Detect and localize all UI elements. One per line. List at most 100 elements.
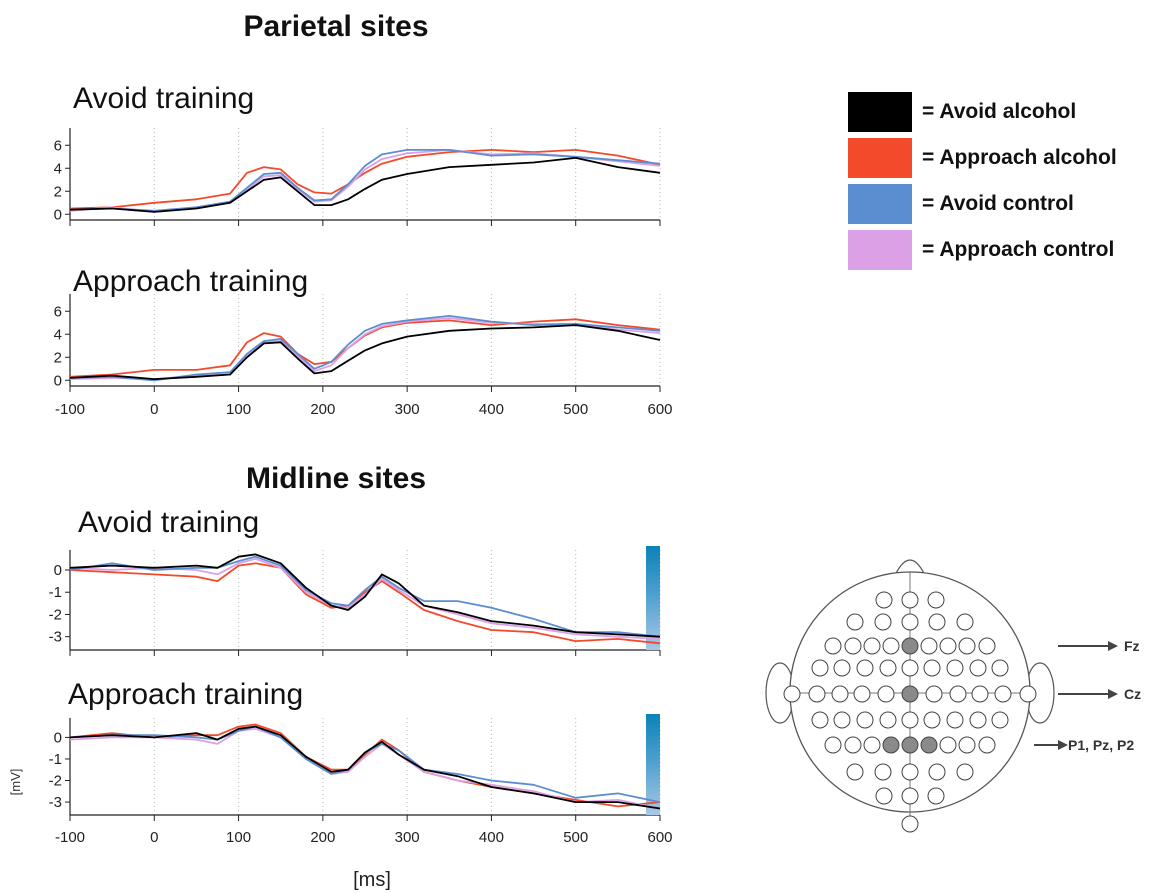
electrode-highlighted: [882, 736, 900, 754]
series-line-approach-control: [69, 558, 661, 640]
series-line-avoid-alcohol: [69, 156, 661, 213]
legend-label: = Approach alcohol: [922, 146, 1117, 169]
electrode: [901, 815, 919, 833]
panel-title: Avoid training: [73, 82, 254, 115]
electrode-highlighted: [901, 736, 919, 754]
electrode: [956, 613, 974, 631]
x-tick-label: 300: [395, 829, 420, 846]
electrode: [833, 659, 851, 677]
legend-label: = Avoid alcohol: [922, 100, 1077, 123]
electrode: [923, 659, 941, 677]
electrode: [928, 763, 946, 781]
annotation-cz: Cz: [1058, 686, 1141, 702]
series-line-avoid-alcohol: [69, 324, 661, 381]
electrode-head-map: [765, 559, 1055, 833]
electrode: [875, 591, 893, 609]
electrode: [901, 763, 919, 781]
panel-title: Approach training: [68, 678, 303, 711]
legend-item-avoid-alcohol: = Avoid alcohol: [848, 92, 1148, 134]
electrode: [969, 711, 987, 729]
electrode: [928, 613, 946, 631]
electrode: [958, 637, 976, 655]
svg-text:Fz: Fz: [1124, 638, 1140, 654]
panel-title: Avoid training: [78, 506, 259, 539]
y-tick-label: -3: [49, 794, 62, 811]
chart-panels: Avoid training 0 2 4 6 Approach training 0 2 4 6 -…: [49, 82, 673, 846]
series-line-avoid-control: [69, 314, 661, 382]
x-tick-label: 400: [479, 401, 504, 418]
y-tick-label: -1: [49, 584, 62, 601]
panel-title: Approach training: [73, 265, 308, 298]
legend-swatch: [848, 138, 912, 178]
electrode: [846, 613, 864, 631]
y-tick-label: 2: [54, 349, 62, 366]
electrode: [844, 637, 862, 655]
electrode: [923, 711, 941, 729]
x-tick-label: 100: [226, 829, 251, 846]
scale-bar: [646, 714, 660, 815]
electrode: [978, 637, 996, 655]
x-tick-label: 600: [647, 829, 672, 846]
electrode: [939, 736, 957, 754]
electrode: [958, 736, 976, 754]
electrode: [874, 613, 892, 631]
y-tick-label: -1: [49, 751, 62, 768]
series-line-avoid-alcohol: [69, 553, 661, 638]
series-line-avoid-control: [69, 148, 661, 212]
electrode: [874, 763, 892, 781]
electrode: [856, 659, 874, 677]
chart-panel-midline-avoid: Avoid training 0 -1 -2 -3: [49, 506, 661, 656]
legend-label: = Avoid control: [922, 192, 1074, 215]
electrode: [946, 659, 964, 677]
electrode: [927, 591, 945, 609]
series-line-avoid-control: [69, 555, 661, 638]
electrode: [846, 763, 864, 781]
svg-text:P1, Pz, P2: P1, Pz, P2: [1068, 737, 1134, 753]
electrode-highlighted: [901, 637, 919, 655]
y-tick-label: 6: [54, 137, 62, 154]
electrode: [991, 711, 1009, 729]
electrode: [811, 659, 829, 677]
y-tick-label: 4: [54, 160, 62, 177]
electrode: [946, 711, 964, 729]
y-tick-label: -2: [49, 606, 62, 623]
electrode: [875, 787, 893, 805]
x-tick-label: 600: [647, 401, 672, 418]
x-tick-label: 100: [226, 401, 251, 418]
chart-panel-parietal-avoid: Avoid training 0 2 4 6: [54, 82, 661, 226]
x-tick-label: -100: [55, 829, 85, 846]
section-title-parietal: Parietal sites: [243, 10, 428, 43]
electrode: [833, 711, 851, 729]
x-tick-label: 500: [563, 401, 588, 418]
electrode: [901, 787, 919, 805]
electrode: [925, 685, 943, 703]
electrode-highlighted: [901, 685, 919, 703]
series-line-approach-alcohol: [69, 318, 661, 378]
svg-text:Cz: Cz: [1124, 686, 1141, 702]
electrode: [879, 659, 897, 677]
electrode: [901, 659, 919, 677]
scale-bar: [646, 546, 660, 650]
legend-label: = Approach control: [922, 238, 1115, 261]
x-tick-label: 200: [310, 829, 335, 846]
electrode: [863, 736, 881, 754]
electrode: [831, 685, 849, 703]
electrode: [994, 685, 1012, 703]
electrode: [808, 685, 826, 703]
x-tick-label: 500: [563, 829, 588, 846]
electrode: [882, 637, 900, 655]
x-tick-label: -100: [55, 401, 85, 418]
electrode-annotations: Fz Cz P1, Pz, P2: [1034, 638, 1141, 753]
electrode: [863, 637, 881, 655]
legend-swatch: [848, 230, 912, 270]
legend-item-approach-control: = Approach control: [848, 230, 1148, 272]
electrode: [901, 591, 919, 609]
y-tick-label: 0: [54, 372, 62, 389]
electrode: [901, 711, 919, 729]
x-tick-label: 200: [310, 401, 335, 418]
electrode-highlighted: [920, 736, 938, 754]
electrode: [971, 685, 989, 703]
electrode: [920, 637, 938, 655]
annotation-parietal: P1, Pz, P2: [1034, 737, 1134, 753]
